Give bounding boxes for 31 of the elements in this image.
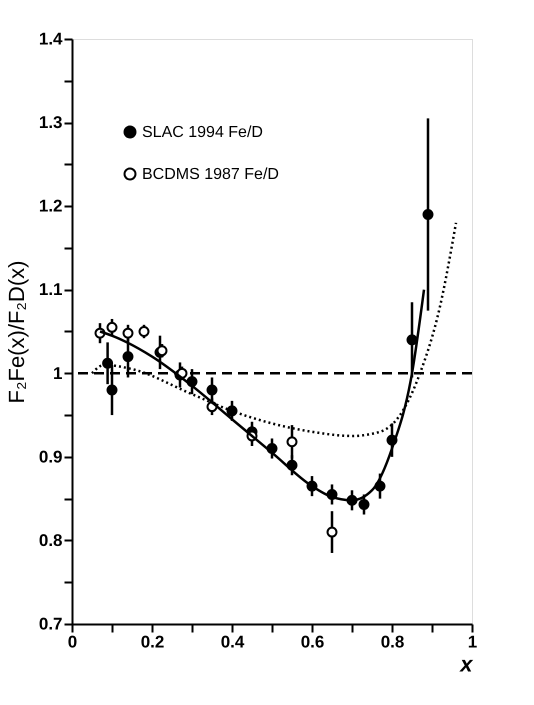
x-axis-title: x	[459, 652, 474, 676]
legend-label: BCDMS 1987 Fe/D	[142, 166, 279, 183]
y-tick-label: 1.2	[38, 196, 62, 216]
point	[106, 384, 118, 396]
y-tick-label: 0.7	[38, 614, 62, 634]
point	[358, 499, 370, 510]
point	[422, 209, 434, 220]
point	[206, 384, 218, 396]
legend-label: SLAC 1994 Fe/D	[142, 124, 263, 141]
y-tick-label: 1.4	[38, 30, 64, 48]
point	[122, 351, 134, 362]
point	[406, 334, 418, 346]
point	[286, 436, 298, 448]
x-tick-label: 0.4	[220, 632, 245, 652]
x-tick-label: 0.2	[140, 632, 164, 652]
y-tick-label: 0.9	[38, 447, 62, 466]
point	[102, 358, 114, 369]
y-tick-label: 1.1	[38, 280, 62, 300]
x-tick-label: 0	[68, 632, 78, 652]
point	[122, 328, 134, 339]
x-tick-label: 0.6	[300, 632, 324, 652]
y-tick-label: 1	[53, 364, 62, 383]
point	[106, 322, 118, 333]
y-tick-label: 1.3	[38, 113, 62, 132]
y-tick-label: 0.8	[38, 530, 62, 550]
point	[226, 405, 238, 416]
point	[138, 326, 150, 337]
x-tick-label: 0.8	[380, 632, 404, 652]
x-tick-label: 1	[468, 632, 478, 652]
y-axis-title: F₂Fe(x)/F₂D(x)	[4, 260, 29, 404]
point	[326, 526, 338, 538]
